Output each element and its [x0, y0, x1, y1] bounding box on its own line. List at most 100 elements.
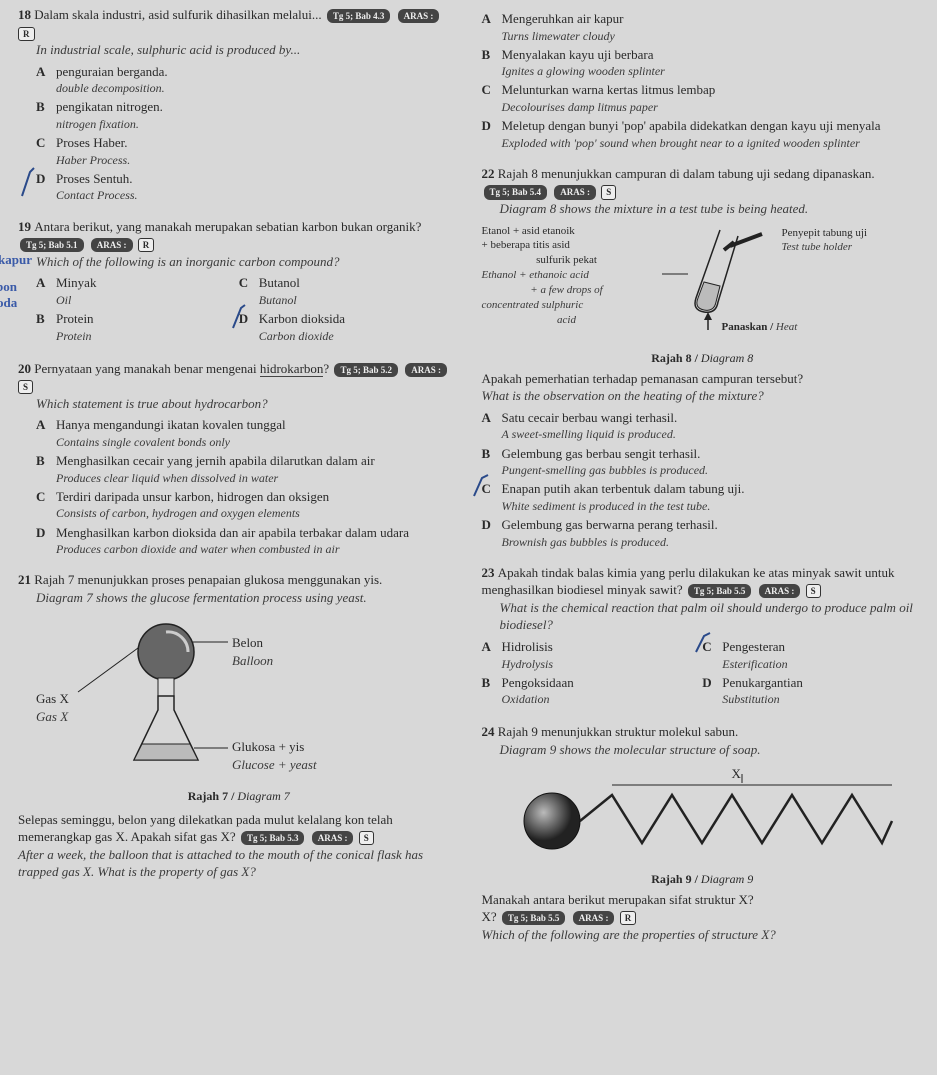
ref-pill: Tg 5; Bab 5.2: [334, 363, 398, 377]
d8-l1-ms: Etanol + asid etanoik: [482, 224, 652, 239]
opt-letter: A: [482, 10, 502, 44]
balloon-label-en: Balloon: [232, 652, 273, 670]
q21-options: AMengeruhkan air kapurTurns limewater cl…: [482, 10, 924, 151]
opt-ms: Minyak: [56, 274, 239, 292]
d8-l4-en: acid: [482, 313, 652, 328]
q21-num: 21: [18, 572, 31, 587]
q22-opt-d: DGelembung gas berwarna perang terhasil.…: [482, 516, 924, 550]
opt-en: Decolourises damp litmus paper: [502, 99, 924, 115]
d8-l3-ms: sulfurik pekat: [482, 253, 652, 268]
q22-opt-a: ASatu cecair berbau wangi terhasil.A swe…: [482, 409, 924, 443]
diagram-9-caption: Rajah 9 / Diagram 9: [482, 871, 924, 887]
question-20: 20 Pernyataan yang manakah benar mengena…: [18, 360, 460, 558]
d8-l2-en: + a few drops of: [482, 283, 652, 298]
opt-en: Protein: [56, 328, 239, 344]
q21-opt-b: BMenyalakan kayu uji berbaraIgnites a gl…: [482, 46, 924, 80]
opt-ms: Gelembung gas berwarna perang terhasil.: [502, 516, 924, 534]
opt-en: A sweet-smelling liquid is produced.: [502, 426, 924, 442]
handwriting-kapur: kapur: [0, 251, 32, 269]
opt-ms: Karbon dioksida: [259, 310, 460, 328]
q18-opt-b: Bpengikatan nitrogen.nitrogen fixation.: [36, 98, 460, 132]
opt-en: double decomposition.: [56, 80, 460, 96]
ref-pill: Tg 5; Bab 4.3: [327, 9, 391, 23]
opt-letter: A: [36, 416, 56, 450]
q23-options: AHidrolisisHydrolysis BPengoksidaanOxida…: [482, 638, 924, 709]
ref-pill: Tg 5; Bab 5.5: [502, 911, 566, 925]
q18-opt-a: Apenguraian berganda.double decompositio…: [36, 63, 460, 97]
opt-ms: Melunturkan warna kertas litmus lembap: [502, 81, 924, 99]
q20-ms2: hidrokarbon: [260, 361, 324, 377]
q23-opt-a: AHidrolisisHydrolysis: [482, 638, 703, 672]
opt-ms: Pengesteran: [722, 638, 923, 656]
opt-ms: Menghasilkan cecair yang jernih apabila …: [56, 452, 460, 470]
q24-en: Diagram 9 shows the molecular structure …: [500, 741, 924, 759]
aras-level: S: [359, 831, 374, 845]
opt-en: Pungent-smelling gas bubbles is produced…: [502, 462, 924, 478]
question-21: 21 Rajah 7 menunjukkan proses penapaian …: [18, 571, 460, 880]
q20-num: 20: [18, 361, 31, 376]
d8-l3-en: concentrated sulphuric: [482, 298, 652, 313]
opt-letter: C: [36, 488, 56, 522]
opt-en: Brownish gas bubbles is produced.: [502, 534, 924, 550]
q18-options: Apenguraian berganda.double decompositio…: [18, 63, 460, 204]
opt-ms: Gelembung gas berbau sengit terhasil.: [502, 445, 924, 463]
opt-en: Oxidation: [502, 691, 703, 707]
left-column: 18 Dalam skala industri, asid sulfurik d…: [18, 6, 460, 957]
opt-en: Exploded with 'pop' sound when brought n…: [502, 135, 924, 151]
opt-ms: pengikatan nitrogen.: [56, 98, 460, 116]
opt-en: Produces clear liquid when dissolved in …: [56, 470, 460, 486]
q21-en: Diagram 7 shows the glucose fermentation…: [36, 589, 460, 607]
q19-opt-c: CButanolButanol: [239, 274, 460, 308]
opt-ms: Enapan putih akan terbentuk dalam tabung…: [502, 480, 924, 498]
opt-en: Substitution: [722, 691, 923, 707]
opt-en: Contact Process.: [56, 187, 460, 203]
opt-en: Esterification: [722, 656, 923, 672]
aras-pill: ARAS :: [759, 584, 801, 598]
opt-en: Contains single covalent bonds only: [56, 434, 460, 450]
question-19: 19 Antara berikut, yang manakah merupaka…: [18, 218, 460, 346]
q19-opt-a: AMinyakOil: [36, 274, 239, 308]
soap-molecule-icon: [492, 773, 912, 863]
q20-ms1: Pernyataan yang manakah benar mengenai: [34, 361, 260, 376]
glukosa-label-en: Glucose + yeast: [232, 756, 317, 774]
q22-after-ms: Apakah pemerhatian terhadap pemanasan ca…: [482, 371, 804, 386]
question-18: 18 Dalam skala industri, asid sulfurik d…: [18, 6, 460, 204]
q24-num: 24: [482, 724, 495, 739]
page: 18 Dalam skala industri, asid sulfurik d…: [0, 0, 937, 971]
opt-en: Oil: [56, 292, 239, 308]
aras-level: R: [138, 238, 155, 252]
d8-l2-ms: + beberapa titis asid: [482, 238, 652, 253]
ref-pill: Tg 5; Bab 5.4: [484, 185, 548, 199]
opt-en: Ignites a glowing wooden splinter: [502, 63, 924, 79]
aras-level: S: [601, 185, 616, 199]
opt-en: Turns limewater cloudy: [502, 28, 924, 44]
opt-ms: Protein: [56, 310, 239, 328]
q21-opt-d: DMeletup dengan bunyi 'pop' apabila dide…: [482, 117, 924, 151]
aras-level: R: [620, 911, 637, 925]
opt-en: Produces carbon dioxide and water when c…: [56, 541, 460, 557]
q20-options: AHanya mengandungi ikatan kovalen tungga…: [18, 416, 460, 557]
opt-letter: A: [482, 638, 502, 672]
tick-mark-icon: [18, 166, 48, 206]
diagram-8-caption: Rajah 8 / Diagram 8: [482, 350, 924, 366]
opt-ms: penguraian berganda.: [56, 63, 460, 81]
q22-opt-b: BGelembung gas berbau sengit terhasil.Pu…: [482, 445, 924, 479]
gasx-label-en: Gas X: [36, 708, 69, 726]
handwriting-soda: soda: [0, 294, 17, 312]
right-column: AMengeruhkan air kapurTurns limewater cl…: [482, 6, 924, 957]
opt-ms: Proses Sentuh.: [56, 170, 460, 188]
aras-pill: ARAS :: [398, 9, 440, 23]
q22-en: Diagram 8 shows the mixture in a test tu…: [500, 200, 924, 218]
tick-mark-icon: [231, 304, 255, 336]
q19-ms: Antara berikut, yang manakah merupakan s…: [34, 219, 421, 234]
q23-opt-c: CPengesteranEsterification: [702, 638, 923, 672]
q23-en: What is the chemical reaction that palm …: [500, 599, 924, 634]
question-24: 24 Rajah 9 menunjukkan struktur molekul …: [482, 723, 924, 943]
handwriting-bon: bon: [0, 278, 17, 296]
opt-ms: Menghasilkan karbon dioksida dan air apa…: [56, 524, 460, 542]
opt-en: Haber Process.: [56, 152, 460, 168]
q18-num: 18: [18, 7, 31, 22]
q18-opt-d: DProses Sentuh.Contact Process.: [36, 170, 460, 204]
q22-num: 22: [482, 166, 495, 181]
opt-letter: B: [482, 46, 502, 80]
